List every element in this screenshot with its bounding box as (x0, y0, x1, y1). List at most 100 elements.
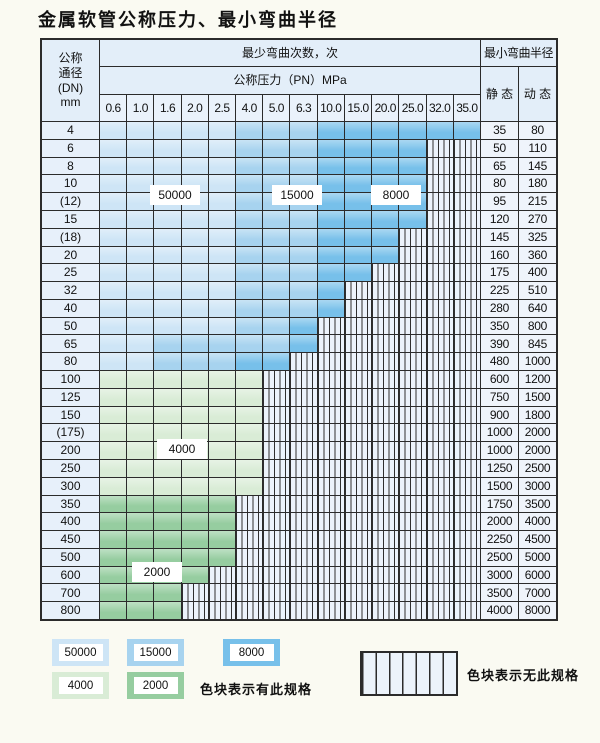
no-spec-cell (290, 584, 317, 602)
legend-swatch-label: 15000 (133, 644, 178, 661)
spec-cell (236, 335, 263, 353)
no-spec-cell (372, 424, 399, 442)
no-spec-cell (372, 264, 399, 282)
no-spec-cell (372, 584, 399, 602)
static-radius-value: 600 (480, 371, 518, 388)
spec-cell (208, 299, 236, 317)
spec-cell (154, 495, 181, 513)
dynamic-radius-value: 325 (518, 228, 556, 246)
spec-cell (208, 477, 236, 495)
spec-cell (263, 282, 290, 299)
spec-cell (100, 371, 127, 388)
zone-label-2000: 2000 (132, 562, 182, 582)
static-radius-value: 4000 (480, 602, 518, 619)
spec-cell (208, 210, 236, 228)
no-spec-cell (426, 353, 453, 370)
static-radius-value: 50 (480, 139, 518, 157)
legend-swatch-4000: 4000 (52, 672, 109, 699)
dn-cell: 10 (42, 175, 99, 193)
spec-cell (100, 317, 127, 335)
spec-cell (181, 157, 208, 175)
static-radius-value: 1500 (480, 477, 518, 495)
no-spec-cell (399, 371, 426, 388)
spec-cell (154, 602, 181, 619)
no-spec-cell (426, 228, 453, 246)
no-spec-cell (453, 442, 480, 459)
spec-cell (344, 139, 372, 157)
dynamic-radius-value: 1200 (518, 371, 556, 388)
spec-cell (181, 317, 208, 335)
no-spec-cell (344, 299, 372, 317)
no-spec-cell (290, 477, 317, 495)
static-radius-value: 80 (480, 175, 518, 193)
no-spec-cell (344, 282, 372, 299)
no-spec-cell (399, 282, 426, 299)
no-spec-cell (372, 602, 399, 619)
no-spec-cell (426, 566, 453, 584)
spec-cell (208, 317, 236, 335)
spec-cell (100, 442, 127, 459)
dynamic-radius-value: 1800 (518, 406, 556, 424)
spec-cell (317, 157, 344, 175)
no-spec-cell (372, 548, 399, 566)
no-spec-cell (426, 282, 453, 299)
no-spec-cell (453, 299, 480, 317)
dn-cell: 32 (42, 282, 99, 299)
spec-cell (127, 246, 154, 264)
spec-cell (181, 477, 208, 495)
spec-cell (181, 139, 208, 157)
no-spec-cell (290, 371, 317, 388)
spec-cell (236, 246, 263, 264)
page-title: 金属软管公称压力、最小弯曲半径 (38, 10, 338, 31)
no-spec-cell (344, 566, 372, 584)
spec-cell (290, 228, 317, 246)
spec-cell (181, 513, 208, 531)
no-spec-cell (317, 531, 344, 548)
no-spec-cell (372, 495, 399, 513)
legend-swatch-15000: 15000 (127, 639, 184, 666)
spec-cell (127, 193, 154, 210)
dn-cell: 800 (42, 602, 99, 619)
no-spec-cell (372, 335, 399, 353)
spec-cell (372, 139, 399, 157)
spec-cell (208, 531, 236, 548)
spec-cell (100, 122, 127, 139)
static-radius-value: 280 (480, 299, 518, 317)
no-spec-cell (344, 459, 372, 477)
no-spec-cell (372, 299, 399, 317)
static-radius-value: 175 (480, 264, 518, 282)
spec-cell (127, 495, 154, 513)
pressure-tick: 10.0 (317, 95, 344, 121)
spec-cell (100, 264, 127, 282)
spec-cell (290, 264, 317, 282)
dn-cell: 150 (42, 406, 99, 424)
header-nominal-pressure: 公称压力（PN）MPa (100, 67, 480, 94)
spec-cell (181, 566, 208, 584)
dynamic-radius-value: 215 (518, 193, 556, 210)
spec-cell (372, 157, 399, 175)
spec-cell (154, 228, 181, 246)
spec-cell (127, 442, 154, 459)
dn-cell: 600 (42, 566, 99, 584)
dynamic-radius-value: 360 (518, 246, 556, 264)
header-dn-line: 公称 (58, 51, 83, 66)
spec-cell (154, 584, 181, 602)
zone-label-15000: 15000 (272, 185, 322, 205)
no-spec-cell (290, 566, 317, 584)
no-spec-cell (426, 548, 453, 566)
spec-cell (236, 228, 263, 246)
no-spec-cell (372, 371, 399, 388)
zone-label-50000: 50000 (150, 185, 200, 205)
no-spec-cell (317, 584, 344, 602)
no-spec-cell (426, 371, 453, 388)
no-spec-cell (453, 584, 480, 602)
spec-cell (127, 122, 154, 139)
dynamic-radius-value: 640 (518, 299, 556, 317)
spec-cell (208, 246, 236, 264)
dynamic-radius-value: 1000 (518, 353, 556, 370)
spec-cell (399, 210, 426, 228)
no-spec-cell (399, 388, 426, 406)
dn-cell: 4 (42, 122, 99, 139)
spec-cell (372, 210, 399, 228)
no-spec-cell (344, 424, 372, 442)
